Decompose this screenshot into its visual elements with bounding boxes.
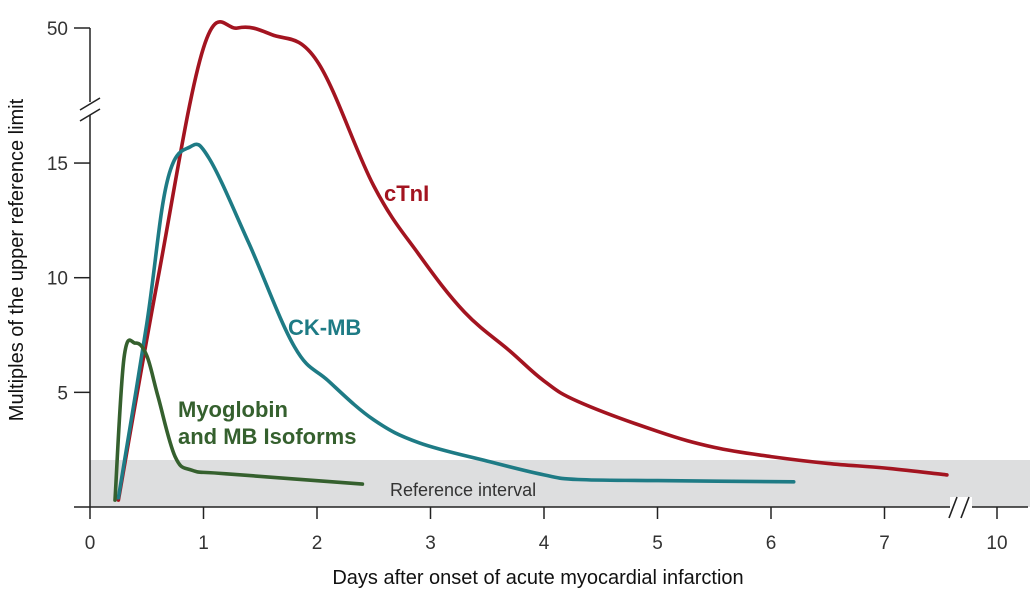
series-label-ctni: cTnI <box>384 181 429 206</box>
y-tick-label-5: 5 <box>57 383 68 404</box>
y-axis: 5 10 15 50 <box>47 19 101 507</box>
x-axis-break-marker <box>948 496 972 519</box>
x-ticks: 0 1 2 3 4 5 6 7 10 <box>85 507 1008 554</box>
x-tick-label-2: 2 <box>312 533 323 554</box>
series-line-ck-mb <box>116 142 796 500</box>
x-tick-label-5: 5 <box>652 533 663 554</box>
x-tick-label-1: 1 <box>198 533 209 554</box>
x-tick-label-10: 10 <box>986 533 1007 554</box>
y-ticks: 5 10 15 50 <box>47 19 90 404</box>
x-tick-label-3: 3 <box>425 533 436 554</box>
y-axis-break-mark-1 <box>79 97 101 111</box>
series-line-ctni <box>116 20 949 502</box>
series-label-myoglobin-line2: and MB Isoforms <box>178 424 356 449</box>
y-tick-label-15: 15 <box>47 154 68 175</box>
series-label-ck-mb: CK-MB <box>288 315 361 340</box>
x-tick-label-4: 4 <box>539 533 550 554</box>
reference-interval-label: Reference interval <box>390 480 536 500</box>
series-lines <box>113 20 949 502</box>
x-axis-title: Days after onset of acute myocardial inf… <box>332 567 743 589</box>
series-label-myoglobin-line1: Myoglobin <box>178 397 288 422</box>
x-axis: 0 1 2 3 4 5 6 7 10 <box>74 496 1028 554</box>
x-tick-label-7: 7 <box>879 533 890 554</box>
y-tick-label-10: 10 <box>47 269 68 290</box>
series-line-myoglobin-and-mb-isoforms <box>113 338 365 502</box>
x-tick-label-0: 0 <box>85 533 96 554</box>
y-tick-label-50: 50 <box>47 19 68 40</box>
y-axis-title: Multiples of the upper reference limit <box>6 98 28 421</box>
x-tick-label-6: 6 <box>766 533 777 554</box>
y-axis-break-mark-2 <box>79 108 101 122</box>
